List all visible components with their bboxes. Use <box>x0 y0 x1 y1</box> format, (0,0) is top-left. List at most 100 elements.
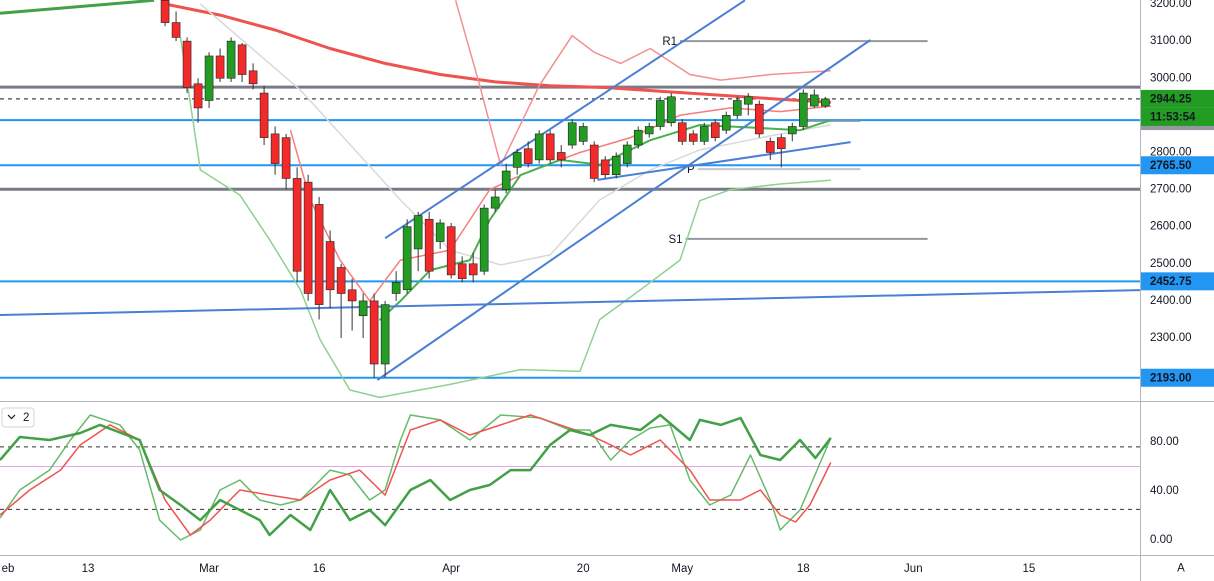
y-tick-label: 2500.00 <box>1150 258 1192 270</box>
candle-body <box>182 40 192 88</box>
indicator-line <box>179 37 831 399</box>
price-label-box <box>1141 272 1214 291</box>
countdown-box <box>1141 107 1214 126</box>
y-tick-label: 3100.00 <box>1150 35 1192 47</box>
y-tick-label: 2800.00 <box>1150 146 1192 158</box>
price-label: 2944.25 <box>1150 93 1192 105</box>
indicator-line <box>0 0 155 15</box>
y-tick-label: 2600.00 <box>1150 221 1192 233</box>
candle-body <box>556 152 566 161</box>
candle-body <box>633 129 643 146</box>
candle-body <box>809 94 819 107</box>
x-tick-label: Mar <box>199 563 219 575</box>
pivot-label: P <box>687 164 695 176</box>
x-tick-label: eb <box>2 563 15 575</box>
price-label-box <box>1141 89 1214 108</box>
candle-body <box>314 204 324 305</box>
candle-body <box>358 300 368 317</box>
candle-body <box>699 126 709 142</box>
price-label: 2193.00 <box>1150 372 1192 384</box>
auto-scale[interactable]: A <box>1171 559 1191 578</box>
candle-body <box>281 137 291 179</box>
y-tick-label: 2400.00 <box>1150 295 1192 307</box>
indicator-line <box>199 3 831 266</box>
candle-body <box>644 126 654 135</box>
candle-body <box>798 92 808 127</box>
price-pane: R1 P S1 <box>0 0 1140 399</box>
candle-body <box>413 215 423 250</box>
candle-body <box>765 141 775 153</box>
y-tick-label: 40.00 <box>1150 485 1179 497</box>
candle-body <box>655 100 665 127</box>
candle-body <box>732 100 742 116</box>
chevron <box>7 414 16 420</box>
oscillator-line <box>0 413 832 537</box>
candle-body <box>754 103 764 135</box>
candle-body <box>303 181 313 294</box>
candle-body <box>215 55 225 79</box>
candle-body <box>523 148 533 164</box>
auto-button[interactable] <box>1171 559 1191 578</box>
indicator-line <box>597 141 851 181</box>
countdown: 11:53:54 <box>1150 111 1196 123</box>
price-label: 2765.50 <box>1150 160 1192 172</box>
candle-body <box>347 289 357 302</box>
y-tick-label: 3200.00 <box>1150 0 1192 10</box>
candle-body <box>567 122 577 146</box>
candle-body <box>721 115 731 131</box>
x-tick-label: 18 <box>797 563 810 575</box>
indicator-count: 2 <box>23 412 29 424</box>
y-tick-label: 0.00 <box>1150 534 1172 546</box>
candle-body <box>776 137 786 150</box>
candle-body <box>622 144 632 164</box>
price-label-box <box>1141 368 1214 387</box>
candle-body <box>160 0 170 23</box>
indicator-line <box>454 0 831 167</box>
candle-body <box>391 282 401 294</box>
candle-body <box>259 92 269 138</box>
indicator-legend[interactable]: 2 <box>1 407 35 428</box>
x-tick-label: May <box>671 563 693 575</box>
candle-body <box>589 144 599 179</box>
candle-body <box>545 133 555 161</box>
indicator-line <box>384 0 746 240</box>
candle-body <box>402 226 412 291</box>
candle-body <box>380 304 390 365</box>
candle-body <box>292 178 302 272</box>
candle-body <box>204 55 214 101</box>
candle-body <box>237 44 247 75</box>
candle-body <box>325 241 335 291</box>
candle-body <box>490 196 500 209</box>
candle-body <box>435 222 445 242</box>
indicator-line <box>376 39 871 381</box>
x-tick-label: 13 <box>82 563 95 575</box>
candle-body <box>446 226 456 276</box>
candle-body <box>468 263 478 276</box>
candle-body <box>820 98 830 107</box>
price-label: 2452.75 <box>1150 276 1192 288</box>
candle-body <box>501 170 511 190</box>
legend-box[interactable] <box>1 407 35 428</box>
y-tick-label: 80.00 <box>1150 436 1179 448</box>
pivot-label: R1 <box>662 36 677 48</box>
auto-label: A <box>1177 563 1185 575</box>
indicator-line <box>164 2 831 104</box>
y-tick-label: 2300.00 <box>1150 332 1192 344</box>
y-tick-label: 2700.00 <box>1150 184 1192 196</box>
candle-body <box>424 218 434 272</box>
candle-body <box>666 96 676 124</box>
candle-body <box>226 40 236 79</box>
candle-body <box>534 133 544 161</box>
candle-body <box>578 126 588 142</box>
candle-body <box>193 83 203 109</box>
x-tick-label: Apr <box>442 563 460 575</box>
x-tick-label: 20 <box>577 563 590 575</box>
x-tick-label: 16 <box>313 563 326 575</box>
candle-body <box>677 122 687 142</box>
indicator-line <box>0 289 1140 316</box>
candle-body <box>248 70 258 85</box>
x-tick-label: 15 <box>1022 563 1035 575</box>
oscillator-pane <box>0 413 1140 541</box>
